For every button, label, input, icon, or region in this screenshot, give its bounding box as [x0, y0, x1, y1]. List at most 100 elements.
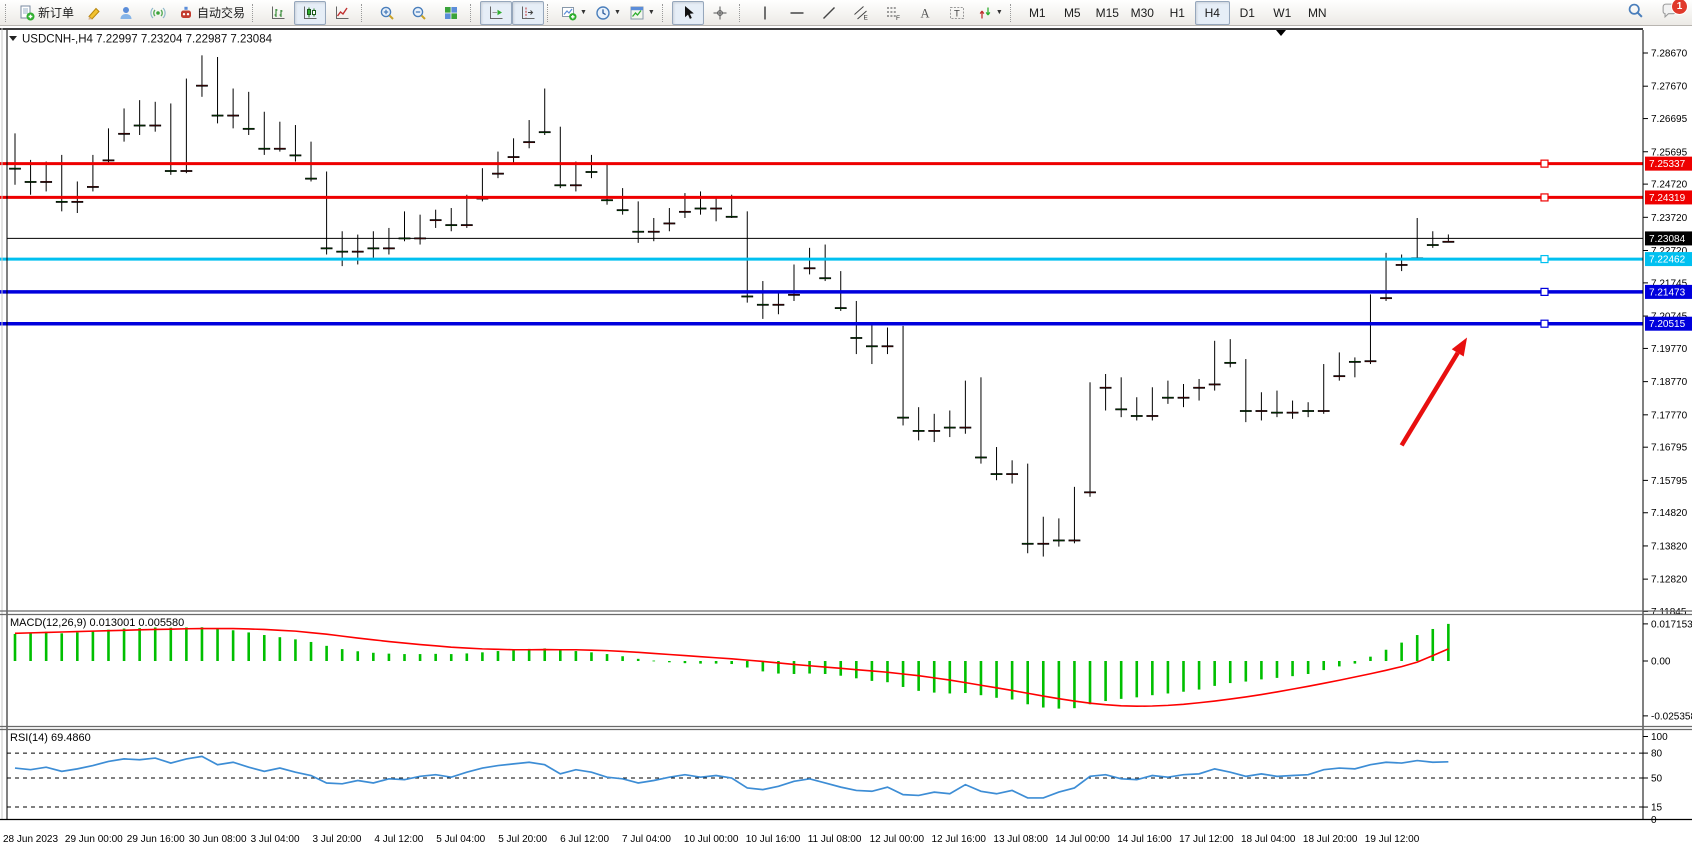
tf-mn-button[interactable]: MN	[1300, 1, 1335, 25]
channel-tool-button[interactable]: E	[845, 1, 877, 25]
new-order-button[interactable]: 新订单	[15, 1, 78, 25]
svg-text:7.24720: 7.24720	[1651, 180, 1688, 191]
svg-text:F: F	[896, 15, 900, 21]
autotrading-icon	[178, 5, 194, 21]
svg-text:7.23084: 7.23084	[1649, 234, 1686, 245]
macd-signal-line	[14, 627, 1449, 708]
tf-m5-button[interactable]: M5	[1055, 1, 1090, 25]
button-label: M1	[1028, 5, 1046, 20]
tf-m15-button[interactable]: M15	[1090, 1, 1125, 25]
autoscroll-icon	[488, 5, 504, 21]
chart-background	[0, 26, 1692, 851]
svg-text:18 Jul 04:00: 18 Jul 04:00	[1241, 834, 1296, 845]
svg-text:E: E	[863, 14, 868, 21]
svg-text:100: 100	[1651, 732, 1668, 743]
svg-text:7.15795: 7.15795	[1651, 476, 1688, 487]
hline-handle[interactable]	[1540, 159, 1549, 168]
indicators-icon	[561, 5, 577, 21]
toolbar-grip[interactable]	[547, 3, 552, 22]
notification-badge: 1	[1671, 0, 1688, 15]
tf-h1-button[interactable]: H1	[1160, 1, 1195, 25]
chevron-down-icon[interactable]: ▼	[647, 9, 655, 16]
button-label: M15	[1095, 5, 1119, 20]
indicators-button[interactable]: ▼	[557, 1, 591, 25]
chart-shift-button[interactable]	[512, 0, 545, 25]
fibonacci-tool-button[interactable]: F	[877, 1, 909, 25]
bar-chart-icon	[270, 5, 286, 21]
tf-m30-button[interactable]: M30	[1125, 1, 1160, 25]
vertical-line-tool-button[interactable]	[749, 1, 781, 25]
arrows-tool-button[interactable]: ▼	[973, 1, 1007, 25]
periods-button[interactable]: ▼	[591, 1, 625, 25]
hline-handle[interactable]	[1540, 193, 1549, 202]
trend-arrow-annotation[interactable]	[1399, 337, 1468, 447]
chevron-down-icon[interactable]: ▼	[580, 9, 587, 16]
candle-chart-mode-button[interactable]	[294, 0, 327, 25]
trendline-tool-button[interactable]	[813, 1, 845, 25]
styler-button[interactable]	[78, 1, 110, 25]
hline-handle[interactable]	[1540, 319, 1549, 328]
cursor-button[interactable]	[671, 0, 704, 25]
price-chart[interactable]: 7.28670 7.27670 7.26695 7.25695 7.24720 7.237…	[0, 26, 1692, 851]
chart-window[interactable]: 7.28670 7.27670 7.26695 7.25695 7.24720 7.237…	[0, 26, 1692, 851]
current-price-badge	[1645, 231, 1692, 246]
svg-text:30 Jun 08:00: 30 Jun 08:00	[189, 834, 247, 845]
bar-chart-mode-button[interactable]	[262, 1, 294, 25]
chat-button[interactable]: 1	[1658, 0, 1688, 24]
auto-scroll-button[interactable]	[480, 0, 513, 25]
svg-text:7.25337: 7.25337	[1649, 159, 1686, 170]
toolbar-grip[interactable]	[738, 3, 744, 22]
tf-h4-button[interactable]: H4	[1194, 0, 1230, 25]
candle-chart-icon	[302, 5, 318, 21]
tf-w1-button[interactable]: W1	[1265, 1, 1300, 25]
channel-icon: E	[853, 5, 869, 21]
time-axis: 28 Jun 2023 29 Jun 00:00 29 Jun 16:00 30 Ju…	[3, 834, 1420, 845]
text-tool-button[interactable]: A	[909, 1, 941, 25]
toolbar-grip[interactable]	[470, 3, 475, 22]
toolbar-grip[interactable]	[1009, 3, 1015, 22]
toolbar-grip[interactable]	[5, 3, 10, 22]
rsi-label: RSI(14) 69.4860	[10, 732, 91, 744]
trendline-icon	[821, 5, 837, 21]
fibo-icon: F	[885, 5, 901, 21]
arrows-icon	[977, 5, 993, 21]
button-label: MN	[1307, 5, 1327, 20]
tf-m1-button[interactable]: M1	[1020, 1, 1055, 25]
chevron-down-icon[interactable]: ▼	[613, 9, 621, 16]
horizontal-lines[interactable]	[0, 159, 1643, 328]
hline-handle[interactable]	[1540, 287, 1549, 297]
chevron-down-icon[interactable]: ▼	[995, 9, 1003, 16]
zoom-in-button[interactable]	[371, 1, 403, 25]
svg-text:15: 15	[1651, 803, 1663, 814]
toolbar-grip[interactable]	[361, 3, 366, 22]
tile-windows-icon	[443, 5, 459, 21]
search-button[interactable]	[1624, 2, 1646, 24]
line-chart-mode-button[interactable]	[326, 1, 358, 25]
hline-icon	[789, 5, 805, 21]
vline-icon	[757, 5, 773, 21]
tf-d1-button[interactable]: D1	[1230, 1, 1265, 25]
svg-text:7.26695: 7.26695	[1651, 114, 1688, 125]
crosshair-button[interactable]	[704, 1, 736, 25]
label-tool-button[interactable]: T	[941, 1, 973, 25]
zoom-out-button[interactable]	[403, 1, 435, 25]
tile-windows-button[interactable]	[435, 1, 467, 25]
search-icon	[1627, 2, 1644, 24]
profile-button[interactable]	[110, 1, 142, 25]
svg-text:7.28670: 7.28670	[1651, 49, 1688, 60]
styler-icon	[86, 5, 102, 21]
templates-button[interactable]: ▼	[625, 1, 659, 25]
svg-text:12 Jul 16:00: 12 Jul 16:00	[932, 834, 987, 845]
toolbar-grip[interactable]	[661, 3, 667, 22]
svg-text:A: A	[920, 6, 929, 20]
horizontal-line-tool-button[interactable]	[781, 1, 813, 25]
svg-text:7.21745: 7.21745	[1651, 278, 1688, 289]
hline-handle[interactable]	[1540, 254, 1549, 264]
autotrading-button[interactable]: 自动交易	[174, 1, 249, 25]
toolbar-grip[interactable]	[252, 3, 257, 22]
signals-button[interactable]	[142, 1, 174, 25]
button-label: D1	[1239, 5, 1255, 20]
symbol-dropdown-icon[interactable]	[9, 36, 17, 41]
button-label: H4	[1204, 5, 1220, 20]
svg-text:-0.025358: -0.025358	[1651, 711, 1692, 722]
